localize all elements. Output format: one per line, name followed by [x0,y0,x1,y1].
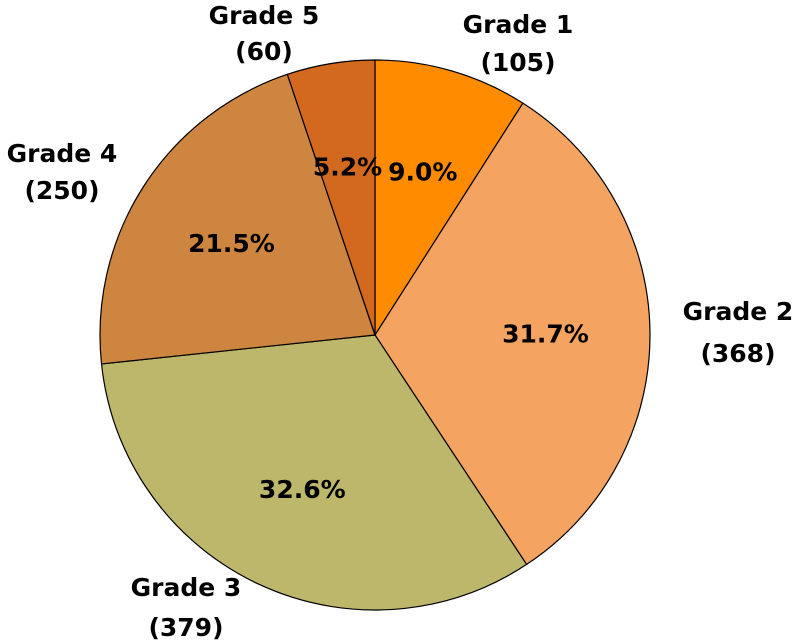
pie-slices [99,59,651,611]
category-count-grade-1: (105) [480,48,555,77]
pie-slice-grade-3 [100,334,528,611]
percent-label-grade-5: 5.2% [313,153,382,182]
category-name-grade-4: Grade 4 [7,139,118,168]
percent-label-grade-3: 32.6% [259,475,346,504]
pie-slice-grade-4 [99,73,376,365]
category-count-grade-4: (250) [24,176,99,205]
category-count-grade-5: (60) [235,37,293,66]
category-name-grade-5: Grade 5 [209,1,320,30]
category-name-grade-2: Grade 2 [683,297,794,326]
percent-labels: 9.0% 31.7% 32.6% 21.5% 5.2% [188,153,589,505]
percent-label-grade-1: 9.0% [388,157,457,186]
percent-label-grade-2: 31.7% [502,320,589,349]
category-count-grade-2: (368) [700,339,775,368]
percent-label-grade-4: 21.5% [188,229,275,258]
category-labels: Grade 1 (105) Grade 2 (368) Grade 3 (379) Grad… [7,1,794,642]
category-count-grade-3: (379) [148,613,223,642]
pie-slice-grade-2 [374,102,651,566]
pie-slice-grade-1 [374,59,524,336]
pie-slice-grade-5 [286,59,376,336]
category-name-grade-1: Grade 1 [463,10,574,39]
category-name-grade-3: Grade 3 [131,573,242,602]
